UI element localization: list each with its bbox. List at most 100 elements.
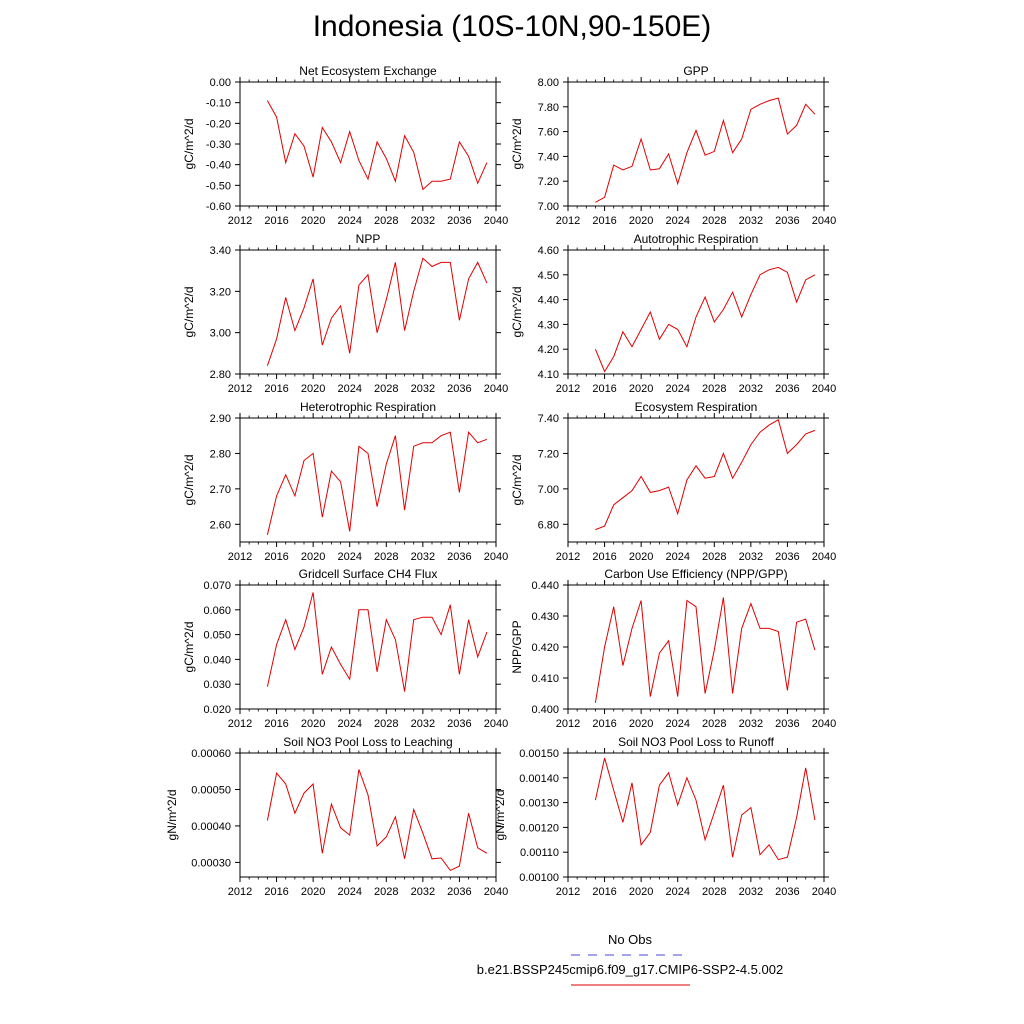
- x-tick-label: 2020: [629, 215, 653, 227]
- x-tick-label: 2036: [775, 718, 799, 730]
- panel-title: Heterotrophic Respiration: [300, 400, 436, 414]
- series-line: [266, 592, 488, 692]
- x-tick-label: 2012: [556, 551, 580, 563]
- x-tick-label: 2028: [702, 886, 726, 898]
- x-tick-label: 2028: [374, 383, 398, 395]
- x-tick-label: 2012: [556, 215, 580, 227]
- panel-title: Soil NO3 Pool Loss to Leaching: [283, 735, 452, 749]
- x-tick-label: 2012: [228, 215, 252, 227]
- x-tick-label: 2016: [592, 718, 616, 730]
- series-line: [266, 257, 488, 366]
- y-tick-label: 0.430: [531, 611, 559, 623]
- x-tick-label: 2016: [592, 383, 616, 395]
- series-line: [594, 597, 816, 703]
- x-tick-label: 2024: [665, 383, 689, 395]
- x-tick-label: 2028: [374, 551, 398, 563]
- x-tick-label: 2036: [447, 551, 471, 563]
- x-tick-label: 2032: [739, 718, 763, 730]
- panel-6: Ecosystem Respiration gC/m^2/d 2012 2016 202…: [510, 400, 836, 563]
- panel-3: NPP gC/m^2/d 2012 2016 2020 2024 2028 2032 2036 2…: [182, 232, 508, 395]
- y-axis-label: gC/m^2/d: [182, 287, 196, 338]
- y-tick-label: 7.20: [538, 448, 559, 460]
- plot-frame: [567, 584, 825, 710]
- plot-frame: [239, 752, 497, 878]
- x-tick-label: 2020: [301, 383, 325, 395]
- y-tick-label: 0.440: [531, 580, 559, 592]
- series-line: [266, 431, 488, 536]
- x-tick-label: 2012: [556, 718, 580, 730]
- x-tick-label: 2028: [702, 383, 726, 395]
- x-tick-label: 2032: [411, 383, 435, 395]
- plot-frame: [567, 417, 825, 543]
- panel-1: Net Ecosystem Exchange gC/m^2/d 2012 2016 20…: [182, 64, 508, 227]
- x-tick-label: 2020: [629, 718, 653, 730]
- x-tick-label: 2020: [629, 886, 653, 898]
- x-tick-label: 2020: [629, 551, 653, 563]
- y-tick-label: 4.20: [538, 344, 559, 356]
- x-tick-label: 2020: [301, 718, 325, 730]
- panel-title: Autotrophic Respiration: [634, 232, 759, 246]
- panel-title: Net Ecosystem Exchange: [299, 64, 437, 78]
- x-tick-label: 2024: [337, 551, 361, 563]
- y-tick-label: 4.30: [538, 319, 559, 331]
- y-tick-label: 0.00030: [191, 857, 231, 869]
- x-tick-label: 2028: [702, 551, 726, 563]
- y-tick-label: 8.00: [538, 77, 559, 89]
- x-tick-label: 2040: [812, 886, 836, 898]
- x-tick-label: 2012: [556, 383, 580, 395]
- plot-frame: [567, 752, 825, 878]
- y-axis-label: gC/m^2/d: [510, 455, 524, 506]
- x-tick-label: 2028: [702, 718, 726, 730]
- y-tick-label: 0.00040: [191, 821, 231, 833]
- y-tick-label: 2.60: [210, 519, 231, 531]
- y-tick-label: -0.10: [206, 98, 231, 110]
- plot-frame: [239, 81, 497, 207]
- x-tick-label: 2020: [301, 551, 325, 563]
- x-tick-label: 2032: [739, 886, 763, 898]
- y-tick-label: 0.420: [531, 642, 559, 654]
- x-tick-label: 2032: [739, 551, 763, 563]
- y-tick-label: 0.410: [531, 673, 559, 685]
- y-tick-label: 0.00150: [519, 748, 559, 760]
- x-tick-label: 2028: [374, 215, 398, 227]
- y-tick-label: 2.80: [210, 448, 231, 460]
- x-tick-label: 2012: [228, 383, 252, 395]
- y-tick-label: 0.00: [210, 77, 231, 89]
- plot-frame: [567, 249, 825, 375]
- y-tick-label: 0.020: [203, 704, 231, 716]
- y-axis-label: gC/m^2/d: [510, 119, 524, 170]
- y-tick-label: 0.00140: [519, 773, 559, 785]
- y-tick-label: 0.400: [531, 704, 559, 716]
- x-tick-label: 2032: [411, 718, 435, 730]
- y-tick-label: 7.40: [538, 413, 559, 425]
- panel-title: Ecosystem Respiration: [635, 400, 758, 414]
- x-tick-label: 2028: [374, 718, 398, 730]
- y-tick-label: 4.60: [538, 245, 559, 257]
- y-tick-label: 4.50: [538, 270, 559, 282]
- x-tick-label: 2020: [301, 886, 325, 898]
- x-tick-label: 2032: [739, 215, 763, 227]
- panel-10: Soil NO3 Pool Loss to Runoff gN/m^2/d 2012…: [493, 735, 836, 898]
- x-tick-label: 2024: [337, 383, 361, 395]
- x-tick-label: 2024: [665, 215, 689, 227]
- x-tick-label: 2012: [228, 551, 252, 563]
- y-tick-label: 0.00120: [519, 822, 559, 834]
- panel-title: Carbon Use Efficiency (NPP/GPP): [604, 567, 787, 581]
- series-line: [266, 769, 488, 872]
- y-tick-label: -0.60: [206, 201, 231, 213]
- x-tick-label: 2040: [484, 215, 508, 227]
- y-tick-label: -0.30: [206, 139, 231, 151]
- x-tick-label: 2016: [592, 551, 616, 563]
- x-tick-label: 2040: [484, 886, 508, 898]
- panel-title: Soil NO3 Pool Loss to Runoff: [618, 735, 775, 749]
- panel-9: Soil NO3 Pool Loss to Leaching gN/m^2/d 20…: [165, 735, 508, 898]
- y-tick-label: -0.50: [206, 180, 231, 192]
- x-tick-label: 2032: [411, 215, 435, 227]
- x-tick-label: 2020: [301, 215, 325, 227]
- y-tick-label: -0.20: [206, 118, 231, 130]
- x-tick-label: 2040: [812, 383, 836, 395]
- panel-5: Heterotrophic Respiration gC/m^2/d 2012 201…: [182, 400, 508, 563]
- y-axis-label: gC/m^2/d: [182, 119, 196, 170]
- x-tick-label: 2040: [484, 718, 508, 730]
